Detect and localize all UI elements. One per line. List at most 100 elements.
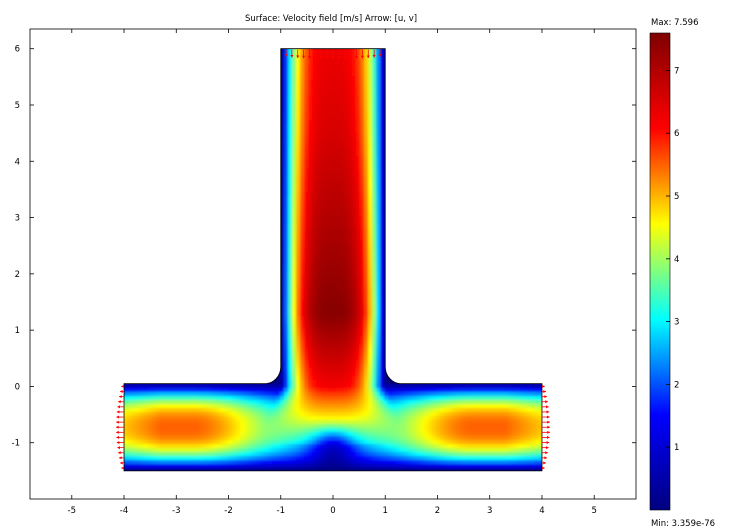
- field-cell: [300, 372, 305, 377]
- field-cell: [364, 300, 369, 305]
- field-cell: [292, 444, 297, 449]
- field-cell: [320, 456, 325, 461]
- field-cell: [344, 188, 349, 193]
- field-cell: [312, 340, 317, 345]
- field-cell: [168, 400, 173, 405]
- field-cell: [220, 440, 225, 445]
- field-cell: [296, 308, 301, 313]
- field-cell: [280, 80, 285, 85]
- field-cell: [364, 412, 369, 417]
- field-cell: [372, 288, 377, 293]
- field-cell: [308, 80, 313, 85]
- field-cell: [284, 72, 289, 77]
- field-cell: [372, 328, 377, 333]
- field-cell: [300, 324, 305, 329]
- field-cell: [408, 412, 413, 417]
- field-cell: [176, 400, 181, 405]
- field-cell: [296, 284, 301, 289]
- field-cell: [300, 60, 305, 65]
- field-cell: [340, 196, 345, 201]
- field-cell: [200, 468, 205, 471]
- field-cell: [320, 304, 325, 309]
- field-cell: [296, 388, 301, 393]
- field-cell: [352, 312, 357, 317]
- field-cell: [400, 444, 405, 449]
- field-cell: [332, 240, 337, 245]
- field-cell: [124, 432, 129, 437]
- field-cell: [372, 412, 377, 417]
- field-cell: [420, 408, 425, 413]
- field-cell: [364, 148, 369, 153]
- field-cell: [312, 284, 317, 289]
- field-cell: [284, 180, 289, 185]
- field-cell: [364, 164, 369, 169]
- field-cell: [296, 276, 301, 281]
- field-cell: [448, 408, 453, 413]
- field-cell: [516, 468, 521, 471]
- field-cell: [352, 340, 357, 345]
- field-cell: [348, 304, 353, 309]
- field-cell: [352, 416, 357, 421]
- field-cell: [204, 412, 209, 417]
- field-cell: [356, 344, 361, 349]
- field-cell: [328, 464, 333, 469]
- field-cell: [488, 444, 493, 449]
- field-cell: [156, 436, 161, 441]
- field-cell: [476, 408, 481, 413]
- field-cell: [508, 432, 513, 437]
- field-cell: [308, 268, 313, 273]
- field-cell: [212, 424, 217, 429]
- field-cell: [372, 124, 377, 129]
- field-cell: [316, 236, 321, 241]
- field-cell: [360, 416, 365, 421]
- field-cell: [304, 392, 309, 397]
- field-cell: [336, 396, 341, 401]
- field-cell: [304, 84, 309, 89]
- field-cell: [396, 388, 401, 393]
- field-cell: [180, 428, 185, 433]
- field-cell: [248, 448, 253, 453]
- field-cell: [456, 436, 461, 441]
- field-cell: [328, 400, 333, 405]
- field-cell: [140, 432, 145, 437]
- field-cell: [376, 324, 381, 329]
- field-cell: [344, 356, 349, 361]
- field-cell: [344, 112, 349, 117]
- field-cell: [136, 400, 141, 405]
- field-cell: [316, 172, 321, 177]
- field-cell: [412, 384, 417, 389]
- field-cell: [448, 384, 453, 389]
- field-cell: [292, 160, 297, 165]
- field-cell: [132, 464, 137, 469]
- field-cell: [372, 212, 377, 217]
- field-cell: [332, 388, 337, 393]
- field-cell: [296, 96, 301, 101]
- field-cell: [392, 468, 397, 471]
- field-cell: [340, 164, 345, 169]
- field-cell: [352, 392, 357, 397]
- field-cell: [304, 60, 309, 65]
- field-cell: [284, 316, 289, 321]
- field-cell: [184, 468, 189, 471]
- field-cell: [312, 252, 317, 257]
- field-cell: [476, 448, 481, 453]
- field-cell: [344, 428, 349, 433]
- field-cell: [332, 104, 337, 109]
- field-cell: [148, 392, 153, 397]
- field-cell: [368, 100, 373, 105]
- field-cell: [360, 160, 365, 165]
- field-cell: [296, 436, 301, 441]
- field-cell: [324, 168, 329, 173]
- field-cell: [308, 308, 313, 313]
- field-cell: [480, 396, 485, 401]
- field-cell: [328, 460, 333, 465]
- field-cell: [484, 436, 489, 441]
- field-cell: [304, 312, 309, 317]
- field-cell: [284, 364, 289, 369]
- field-cell: [200, 424, 205, 429]
- field-cell: [380, 288, 385, 293]
- field-cell: [356, 192, 361, 197]
- field-cell: [388, 416, 393, 421]
- field-cell: [280, 92, 285, 97]
- field-cell: [336, 332, 341, 337]
